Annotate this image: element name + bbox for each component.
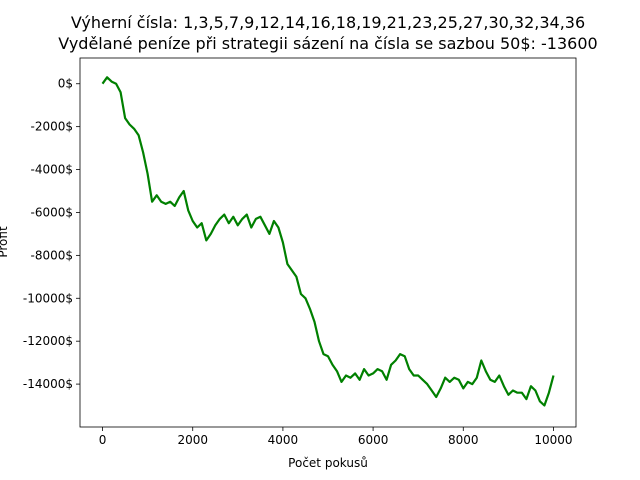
plot-frame [79,57,577,428]
chart-title-line-1: Výherní čísla: 1,3,5,7,9,12,14,16,18,19,… [71,13,585,32]
x-tick-label: 0 [99,433,107,447]
y-axis-label: Profit [0,226,10,258]
plot-layer [101,76,555,407]
x-tick-label: 2000 [177,433,208,447]
y-tick-label: -4000$ [30,163,73,177]
y-tick-label: -12000$ [23,334,73,348]
y-tick-label: -10000$ [23,291,73,305]
y-axis-ticks: 0$ -2000$ -4000$ -6000$ -8000$ -10000$ -12000$… [23,77,80,391]
y-tick-label: -8000$ [30,248,73,262]
y-tick-label: -2000$ [30,120,73,134]
x-axis-label: Počet pokusů [288,456,368,470]
x-tick-label: 6000 [358,433,389,447]
chart-title-line-2: Vydělané peníze při strategii sázení na … [58,34,597,53]
y-tick-label: -14000$ [23,377,73,391]
y-tick-label: -6000$ [30,205,73,219]
x-tick-label: 4000 [268,433,299,447]
x-tick-label: 10000 [534,433,572,447]
series-line-0 [101,76,555,407]
x-axis-ticks: 0 2000 4000 6000 8000 10000 [99,427,573,447]
y-tick-label: 0$ [58,77,73,91]
x-tick-label: 8000 [448,433,479,447]
